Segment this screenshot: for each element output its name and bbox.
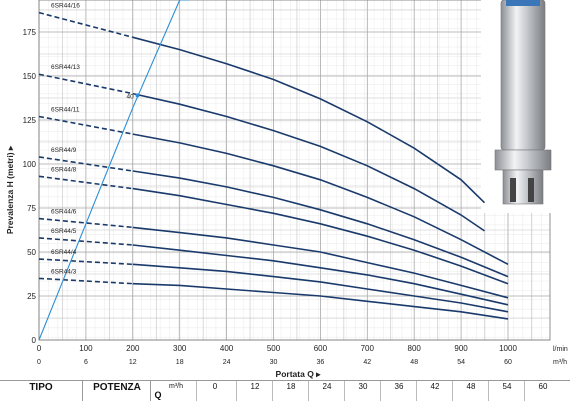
flow-value-cell: 42 — [416, 381, 453, 401]
y-tick-label: 125 — [23, 116, 37, 125]
series-label: 6SR44/16 — [51, 3, 80, 10]
flow-value-cell: 24 — [308, 381, 345, 401]
y-axis-title: Prevalenza H (metri) ▸ — [5, 145, 15, 234]
series-curve — [132, 282, 509, 320]
x2-tick-label: 12 — [129, 359, 137, 366]
reference-curve: 40 — [38, 0, 190, 341]
flow-value-cell: 60 — [524, 381, 561, 401]
series-curve — [132, 133, 509, 266]
x2-tick-label: 36 — [317, 359, 325, 366]
reference-label: 40 — [126, 93, 134, 100]
x2-tick-label: 18 — [176, 359, 184, 366]
x-tick-label: 100 — [79, 344, 93, 353]
minor-grid — [39, 0, 550, 340]
reference-curve-line — [38, 0, 190, 341]
series-dashed-segment — [38, 11, 134, 39]
series-curve — [132, 244, 509, 306]
chart-canvas: 40 6SR44/166SR44/136SR44/116SR44/96SR44/… — [5, 0, 569, 379]
x-tick-label: 500 — [267, 344, 281, 353]
x2-tick-label: 48 — [410, 359, 418, 366]
flow-value-cell: 36 — [380, 381, 417, 401]
series-curve — [132, 187, 509, 285]
series-label: 6SR44/13 — [51, 64, 80, 71]
flow-value-cell: 12 — [236, 381, 273, 401]
series-curve — [132, 170, 509, 278]
x-tick-label: 400 — [220, 344, 234, 353]
x-tick-label: 0 — [37, 344, 42, 353]
series-curves — [38, 11, 509, 320]
series-curve — [132, 226, 509, 299]
x-tick-label: 1000 — [499, 344, 517, 353]
series-label: 6SR44/4 — [51, 249, 77, 256]
y-tick-label: 0 — [32, 336, 37, 345]
x-axis-title: Portata Q ▸ — [276, 369, 322, 379]
x-tick-label: 300 — [173, 344, 187, 353]
x-tick-label: 800 — [408, 344, 422, 353]
potenza-header: POTENZA — [82, 381, 151, 401]
y-tick-label: 100 — [23, 160, 37, 169]
x-tick-label: 900 — [454, 344, 468, 353]
series-curve — [132, 36, 486, 204]
x-tick-label: 700 — [361, 344, 375, 353]
x2-tick-label: 42 — [363, 359, 371, 366]
x2-tick-label: 54 — [457, 359, 465, 366]
series-label: 6SR44/8 — [51, 166, 77, 173]
series-curve — [132, 92, 485, 232]
series-label: 6SR44/9 — [51, 147, 77, 154]
flow-value-cell: 54 — [488, 381, 525, 401]
y-tick-label: 175 — [23, 28, 37, 37]
y-tick-label: 25 — [27, 292, 36, 301]
flow-value-cell: 48 — [452, 381, 489, 401]
series-label: 6SR44/6 — [51, 209, 77, 216]
flow-value-cell: 0 — [196, 381, 233, 401]
x2-tick-label: 6 — [84, 359, 88, 366]
q-label: Q — [150, 381, 165, 401]
series-curve — [132, 263, 509, 313]
x2-tick-label: 24 — [223, 359, 231, 366]
y-tick-label: 50 — [27, 248, 36, 257]
q-unit: m³/h — [169, 383, 183, 390]
flow-value-cell: 30 — [344, 381, 381, 401]
tipo-header: TIPO — [29, 382, 53, 393]
y-tick-label: 75 — [27, 204, 36, 213]
series-label: 6SR44/5 — [51, 228, 77, 235]
reference-point — [135, 93, 140, 98]
x2-tick-label: 30 — [270, 359, 278, 366]
x2-tick-label: 60 — [504, 359, 512, 366]
series-label: 6SR44/3 — [51, 268, 77, 275]
y-tick-label: 150 — [23, 72, 37, 81]
x-unit-primary: l/min — [553, 346, 568, 353]
x-tick-label: 200 — [126, 344, 140, 353]
series-labels: 6SR44/16 6SR44/13 6SR44/11 6SR44/9 6SR44/8 6S… — [51, 3, 80, 276]
flow-value-cell: 18 — [272, 381, 309, 401]
performance-table-header: TIPO POTENZA Q m³/h 0 12 18 24 30 36 42 48 54 60 — [0, 380, 570, 401]
x-tick-label: 600 — [314, 344, 328, 353]
x2-tick-label: 0 — [37, 359, 41, 366]
x-unit-secondary: m³/h — [553, 359, 567, 366]
series-label: 6SR44/11 — [51, 106, 80, 113]
pump-photo — [481, 0, 569, 213]
